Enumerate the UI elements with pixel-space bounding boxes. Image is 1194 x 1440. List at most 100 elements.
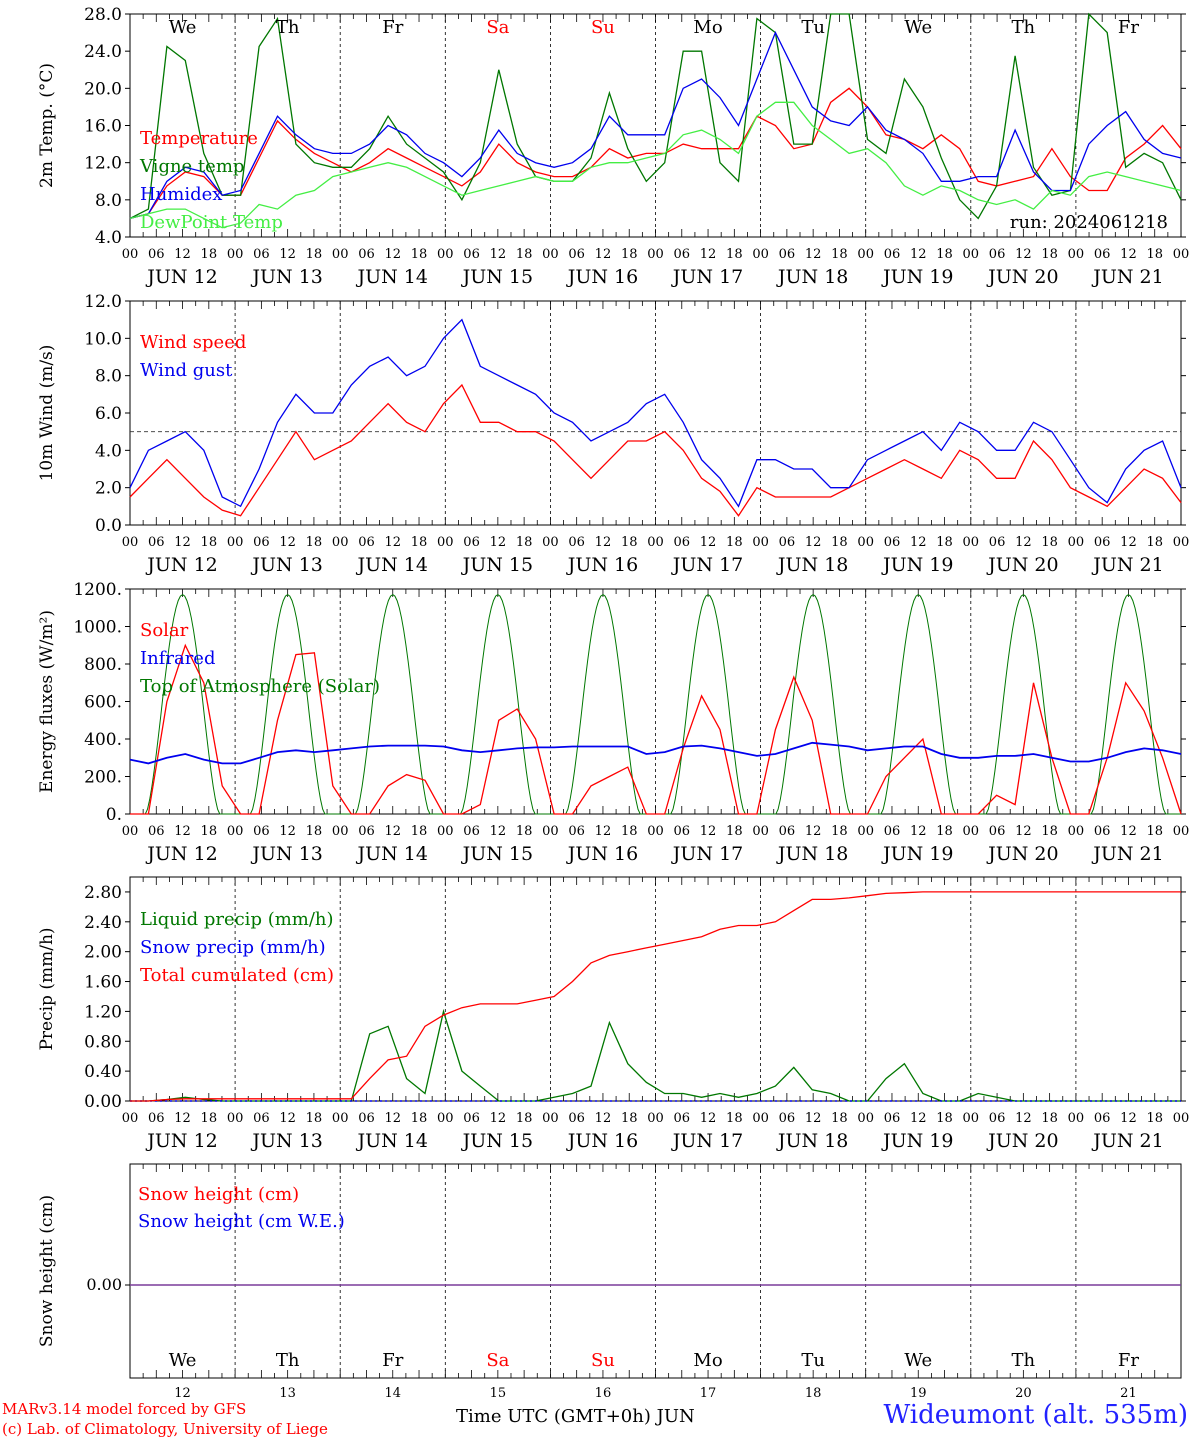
hour-tick-label: 06 (779, 247, 796, 262)
weekday-label-bottom: Sa (486, 1350, 509, 1371)
hour-tick-label: 00 (542, 535, 559, 550)
legend-entry: Top of Atmosphere (Solar) (140, 676, 380, 697)
weekday-label-bottom: Fr (382, 1350, 403, 1371)
hour-tick-label: 06 (358, 1111, 375, 1126)
hour-tick-label: 06 (674, 535, 691, 550)
toa-solar-line (970, 593, 1076, 815)
hour-tick-label: 12 (595, 824, 612, 839)
hour-tick-label: 00 (227, 824, 244, 839)
hour-tick-label: 12 (1015, 247, 1032, 262)
date-label: JUN 13 (250, 1130, 322, 1152)
hour-tick-label: 12 (910, 824, 927, 839)
hour-tick-label: 18 (726, 247, 743, 262)
hour-tick-label: 06 (779, 1111, 796, 1126)
date-label: JUN 17 (671, 843, 743, 865)
day-number-label: 20 (1015, 1386, 1032, 1400)
hour-tick-label: 06 (463, 824, 480, 839)
credit-line-model: MARv3.14 model forced by GFS (2, 1400, 247, 1418)
hour-tick-label: 00 (1068, 1111, 1085, 1126)
y-tick-label: 28.0 (84, 5, 122, 25)
date-label: JUN 13 (250, 843, 322, 865)
hour-tick-label: 00 (1068, 824, 1085, 839)
y-tick-label: 0.00 (86, 1275, 122, 1294)
date-label: JUN 17 (671, 1130, 743, 1152)
hour-tick-label: 06 (674, 247, 691, 262)
day-number-label: 18 (805, 1386, 822, 1400)
hour-tick-label: 12 (805, 247, 822, 262)
panel-3-frame (129, 588, 1182, 815)
hour-tick-label: 00 (122, 1111, 139, 1126)
hour-tick-label: 06 (148, 1111, 165, 1126)
y-tick-label: 16.0 (84, 117, 122, 137)
hour-tick-label: 00 (963, 1111, 980, 1126)
hour-tick-label: 18 (726, 535, 743, 550)
date-label: JUN 12 (145, 1130, 217, 1152)
date-label: JUN 15 (461, 266, 533, 288)
weekday-label-bottom: We (169, 1350, 197, 1371)
date-label: JUN 21 (1091, 554, 1163, 576)
hour-tick-label: 18 (1146, 535, 1163, 550)
hour-tick-label: 00 (227, 247, 244, 262)
y-tick-label: 4.0 (95, 228, 122, 248)
hour-tick-label: 06 (779, 535, 796, 550)
y-tick-label: 0.00 (84, 1092, 122, 1112)
hour-tick-label: 18 (201, 824, 218, 839)
date-label: JUN 19 (881, 554, 953, 576)
date-label: JUN 13 (250, 266, 322, 288)
hour-tick-label: 12 (700, 824, 717, 839)
hour-tick-label: 00 (227, 535, 244, 550)
toa-solar-line (445, 593, 551, 815)
hour-tick-label: 18 (936, 247, 953, 262)
hour-tick-label: 00 (437, 824, 454, 839)
hour-tick-label: 18 (831, 824, 848, 839)
date-label: JUN 18 (776, 554, 848, 576)
hour-tick-label: 00 (1173, 247, 1190, 262)
x-axis-month: JUN (656, 1406, 695, 1427)
date-label: JUN 14 (356, 266, 428, 288)
date-label: JUN 20 (986, 843, 1058, 865)
hour-tick-label: 18 (936, 535, 953, 550)
day-number-label: 17 (700, 1386, 717, 1400)
weekday-label-bottom: Su (591, 1350, 615, 1371)
hour-tick-label: 18 (516, 824, 533, 839)
hour-tick-label: 00 (227, 1111, 244, 1126)
y-tick-label: 2.0 (95, 479, 122, 499)
hour-tick-label: 00 (752, 247, 769, 262)
hour-tick-label: 18 (831, 1111, 848, 1126)
y-tick-label: 2.40 (84, 913, 122, 933)
hour-tick-label: 12 (595, 1111, 612, 1126)
hour-tick-label: 12 (910, 247, 927, 262)
date-label: JUN 12 (145, 843, 217, 865)
hour-tick-label: 06 (148, 535, 165, 550)
x-axis-title-text: Time UTC (GMT+0h) (456, 1406, 651, 1427)
toa-solar-line (235, 593, 341, 815)
weekday-label-top: Th (1012, 17, 1036, 38)
hour-tick-label: 06 (1094, 1111, 1111, 1126)
weekday-label-bottom: Tu (801, 1350, 825, 1371)
hour-tick-label: 18 (621, 824, 638, 839)
legend-entry: Temperature (140, 128, 258, 149)
hour-tick-label: 18 (936, 1111, 953, 1126)
hour-tick-label: 06 (568, 1111, 585, 1126)
hour-tick-label: 06 (568, 824, 585, 839)
series-line-infrared (129, 741, 1182, 765)
hour-tick-label: 12 (805, 1111, 822, 1126)
hour-tick-label: 06 (674, 824, 691, 839)
hour-tick-label: 00 (1173, 535, 1190, 550)
hour-tick-label: 00 (1068, 535, 1085, 550)
toa-solar-line (130, 593, 236, 815)
hour-tick-label: 12 (384, 247, 401, 262)
day-number-label: 16 (595, 1386, 612, 1400)
legend-entry: Vigne temp (139, 156, 244, 177)
hour-tick-label: 18 (516, 1111, 533, 1126)
date-label: JUN 17 (671, 554, 743, 576)
hour-tick-label: 00 (122, 247, 139, 262)
hour-tick-label: 12 (805, 824, 822, 839)
y-tick-label: 2.00 (84, 943, 122, 963)
hour-tick-label: 00 (122, 824, 139, 839)
hour-tick-label: 18 (1041, 247, 1058, 262)
hour-tick-label: 00 (647, 1111, 664, 1126)
hour-tick-label: 12 (490, 247, 507, 262)
hour-tick-label: 00 (752, 1111, 769, 1126)
toa-solar-line (865, 593, 971, 815)
